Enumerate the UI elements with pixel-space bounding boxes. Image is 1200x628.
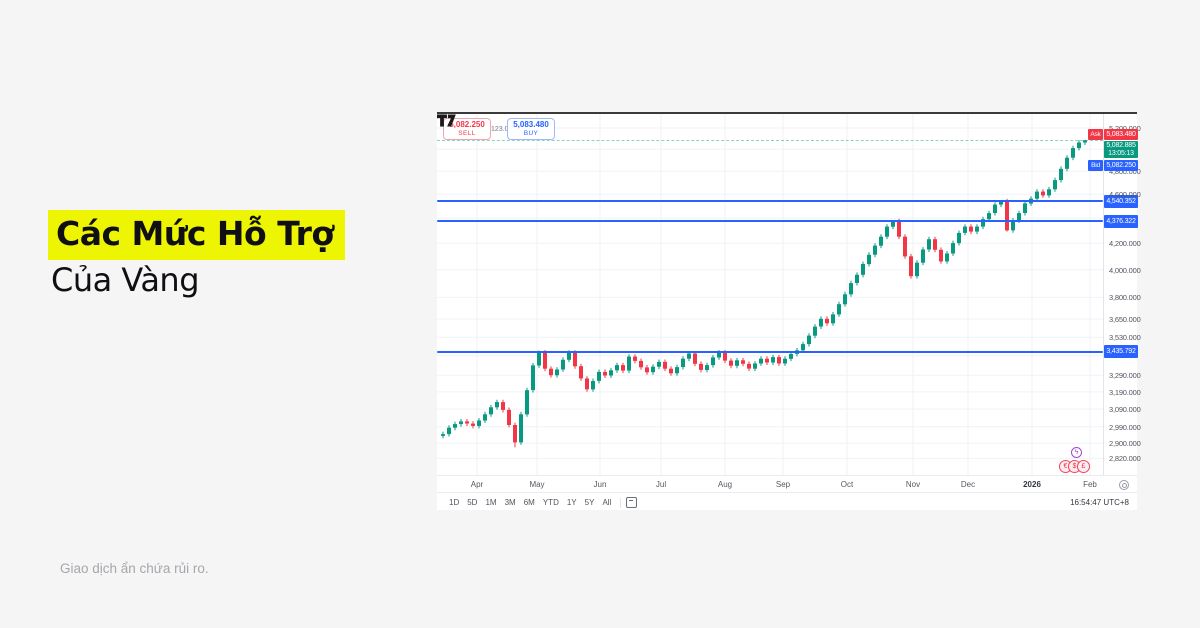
price-tick-label: 3,530.000 [1109,333,1141,343]
timeframe-button-1m[interactable]: 1M [485,498,497,507]
sell-label: SELL [458,129,476,137]
timeframe-button-5y[interactable]: 5Y [584,498,595,507]
tradingview-logo-icon [437,114,456,127]
time-axis[interactable]: Apr May Jun Jul Aug Sep Oct Nov Dec 2026 Feb [437,475,1137,492]
month-label: Jul [655,480,667,489]
month-label: Dec [960,480,976,489]
price-tick-label: 4,200.000 [1109,239,1141,249]
month-label: 2026 [1023,480,1041,489]
go-to-date-icon[interactable] [626,497,638,508]
support-price-label: 3,435.792 [1104,345,1138,359]
toolbar-divider [620,497,622,508]
flash-glyph: ϟ [1074,449,1079,456]
ask-price-label: 5,083.480 Ask [1088,129,1138,141]
bid-price-label: 5,082.250 Bid [1088,160,1138,172]
support-price-label: 4,376.322 [1104,214,1138,228]
currency-events-icon[interactable]: € $ £ [1059,460,1090,473]
last-price-line [437,140,1103,142]
month-label: Jun [593,480,607,489]
timeframe-button-5d[interactable]: 5D [467,498,478,507]
buy-label: BUY [523,129,539,137]
last-price: 5,082.885 [1106,141,1136,149]
grid-lines [437,114,1103,475]
support-price-label: 4,540.352 [1104,194,1138,208]
ask-tag: Ask [1088,129,1103,141]
headline: Các Mức Hỗ Trợ Của Vàng [48,210,345,299]
timeframe-button-all[interactable]: All [602,498,612,507]
price-tick-label: 4,000.000 [1109,265,1141,275]
price-tick-label: 3,190.000 [1109,387,1141,397]
candlestick-series [441,139,1087,448]
timeframe-button-6m[interactable]: 6M [523,498,535,507]
support-line[interactable] [437,220,1103,223]
timeframe-group: 1D 5D 1M 3M 6M YTD 1Y 5Y All [445,496,615,509]
price-tick-label: 3,650.000 [1109,315,1141,325]
bid-tag: Bid [1088,160,1103,172]
headline-line2: Của Vàng [51,261,200,299]
price-tick-label: 3,290.000 [1109,371,1141,381]
currency-glyph: £ [1077,460,1090,473]
support-line[interactable] [437,350,1103,353]
support-line[interactable] [437,200,1103,203]
month-label: Aug [717,480,733,489]
buy-button[interactable]: 5,083.480 BUY [507,118,555,140]
price-tick-label: 4,800.000 [1109,167,1141,177]
price-axis[interactable]: 4,540.352 4,376.322 3,435.792 5,200.000 4,80… [1088,114,1141,475]
price-tick-label: 3,800.000 [1109,293,1141,303]
price-tick-label: 2,820.000 [1109,454,1141,464]
timeframe-button-1d[interactable]: 1D [449,498,460,507]
month-label: Apr [470,480,484,489]
disclaimer-text: Giao dịch ẩn chứa rủi ro. [60,561,209,576]
time-axis-settings-icon[interactable] [1119,480,1129,490]
sell-button[interactable]: 5,082.250 SELL [443,118,491,140]
price-tick-label: 4,600.000 [1109,190,1141,200]
month-label: Sep [775,480,791,489]
price-tick-label: 3,090.000 [1109,405,1141,415]
month-label: Nov [905,480,921,489]
plot-area[interactable]: 5,082.250 SELL 123.0 5,083.480 BUY ϟ € $ £ [437,114,1103,475]
price-tick-label: 2,900.000 [1109,439,1141,449]
price-tick-label: 5,200.000 [1109,124,1141,133]
last-price-label: 5,082.885 13:05:13 [1104,141,1138,159]
timeframe-button-1y[interactable]: 1Y [566,498,577,507]
sell-price: 5,082.250 [449,119,485,129]
timeframe-button-3m[interactable]: 3M [504,498,516,507]
chart-panel: 5,082.250 SELL 123.0 5,083.480 BUY ϟ € $ £… [437,112,1141,512]
countdown: 13:05:13 [1108,149,1134,157]
month-label: May [529,480,545,489]
chart-toolbar: 1D 5D 1M 3M 6M YTD 1Y 5Y All 16:54:47 UTC+8 [437,492,1137,512]
economic-event-icon[interactable]: ϟ [1071,447,1082,458]
spread-value: 123.0 [491,126,509,133]
month-label: Oct [840,480,854,489]
buy-price: 5,083.480 [513,119,549,129]
clock-label: 16:54:47 UTC+8 [1070,498,1129,507]
price-tick-label: 2,990.000 [1109,422,1141,432]
timeframe-button-ytd[interactable]: YTD [542,498,559,507]
month-label: Feb [1083,480,1097,489]
headline-highlight: Các Mức Hỗ Trợ [48,210,345,260]
